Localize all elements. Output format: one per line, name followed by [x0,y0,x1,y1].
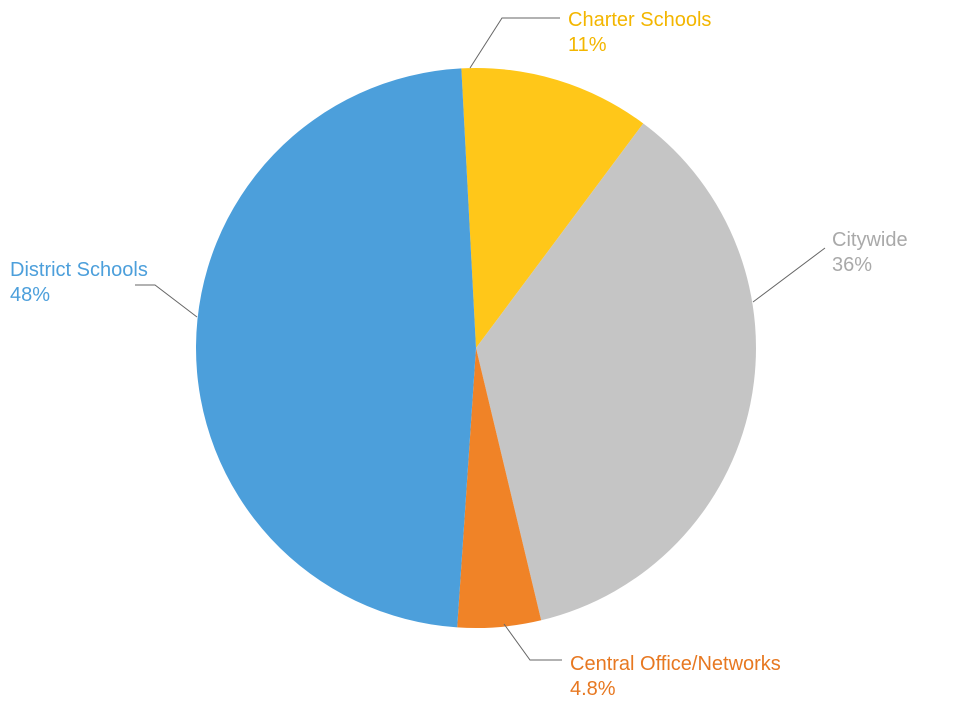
leader-line-citywide [753,248,825,302]
pie-chart: Charter Schools 11% Citywide 36% Central… [0,0,953,700]
label-charter: Charter Schools 11% [568,8,711,58]
label-district-name: District Schools [10,258,148,283]
label-citywide: Citywide 36% [832,228,908,278]
label-citywide-name: Citywide [832,228,908,253]
label-central: Central Office/Networks 4.8% [570,652,781,702]
leader-line-charter [470,18,560,68]
label-district-pct: 48% [10,283,148,308]
pie-svg [0,0,953,700]
label-charter-pct: 11% [568,33,711,58]
leader-line-central [504,624,562,660]
label-citywide-pct: 36% [832,253,908,278]
label-charter-name: Charter Schools [568,8,711,33]
label-central-pct: 4.8% [570,677,781,702]
label-district: District Schools 48% [10,258,148,308]
label-central-name: Central Office/Networks [570,652,781,677]
pie-slice-district [196,68,476,627]
